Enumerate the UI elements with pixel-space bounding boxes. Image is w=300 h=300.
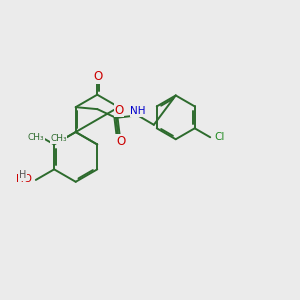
Text: O: O (116, 135, 125, 148)
Text: O: O (94, 70, 103, 83)
Text: H: H (19, 170, 26, 180)
Text: Cl: Cl (215, 132, 225, 142)
Text: CH₃: CH₃ (50, 134, 67, 143)
Text: NH: NH (130, 106, 146, 116)
Text: HO: HO (16, 174, 32, 184)
Text: CH₃: CH₃ (28, 133, 44, 142)
Text: O: O (114, 104, 123, 117)
